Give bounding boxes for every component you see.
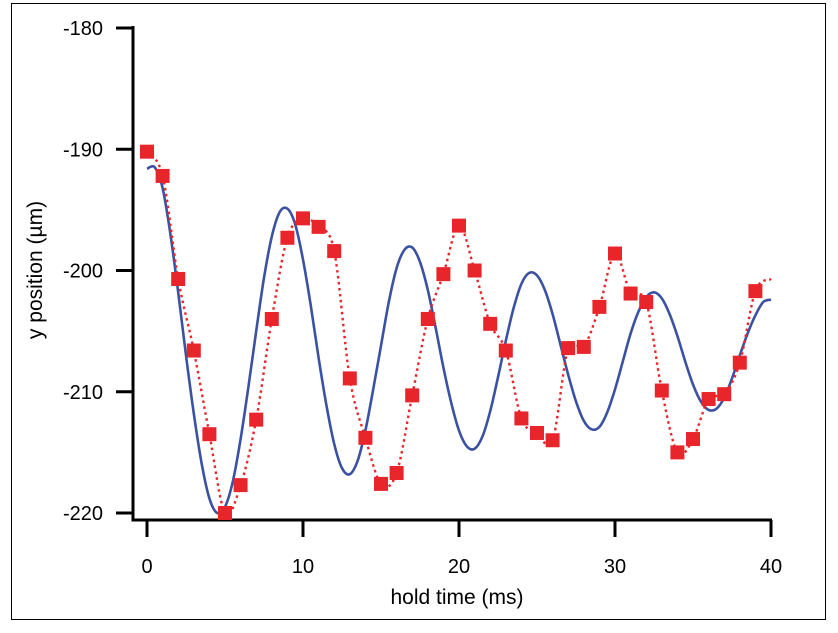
data-point [296,211,310,226]
data-point [233,478,248,493]
x-tick-label: 40 [760,556,782,578]
data-point [576,339,591,354]
data-point [140,144,154,159]
y-tick-label: -220 [63,503,103,525]
data-point [514,411,529,426]
y-tick-label: -200 [63,261,103,283]
data-point [592,299,607,314]
data-point [342,371,357,386]
fit-curve-layer [146,164,772,515]
figure-frame [11,3,826,620]
axis-labels: hold time (ms) y position (µm) [24,201,524,609]
y-tick-label: -210 [63,382,103,404]
x-tick-label: 10 [292,556,314,578]
y-axis-title: y position (µm) [24,201,47,339]
data-point [155,168,170,183]
data-point [545,433,560,448]
data-point [498,343,513,358]
data-point [467,263,482,278]
data-point [623,286,638,301]
y-tick-label: -180 [63,18,103,40]
data-point [358,430,373,445]
x-tick-label: 20 [448,556,470,578]
data-point [280,230,295,245]
data-point [530,425,544,440]
axes: -180 -190 -200 -210 -220 0 10 20 30 40 [63,18,782,578]
data-series-layer [140,144,772,520]
data-point [186,343,201,358]
data-point [374,476,388,491]
data-point [701,392,716,407]
data-point [639,295,654,310]
data-point [327,244,342,259]
data-point [452,218,466,233]
data-point [311,219,326,234]
data-point [748,284,763,299]
data-point [218,506,232,520]
data-point [483,316,498,331]
data-point [389,465,404,480]
x-axis-title: hold time (ms) [390,586,523,609]
data-point [732,355,747,370]
x-tick-label: 0 [141,556,152,578]
x-tick-label: 30 [604,556,626,578]
data-point [608,246,622,261]
data-point [686,432,700,447]
data-point [436,267,451,282]
data-point [561,341,576,356]
data-point [264,312,279,326]
data-point [405,388,420,403]
data-point [171,271,186,286]
fit-curve-line [146,164,772,515]
data-point [670,445,685,460]
data-point [249,412,264,427]
data-point [420,312,435,326]
data-point [202,427,217,442]
y-tick-label: -190 [63,139,103,161]
data-point [654,383,669,398]
data-point [717,387,732,402]
data-dotted-line [145,150,772,517]
